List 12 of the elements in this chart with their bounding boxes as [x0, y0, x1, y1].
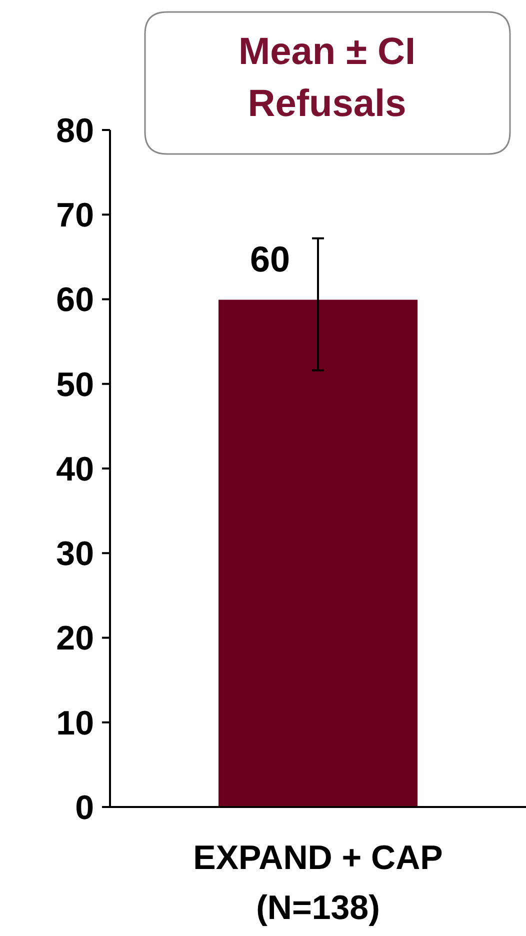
y-tick-label: 0	[75, 788, 94, 827]
y-tick-label: 10	[56, 704, 94, 742]
y-tick-label: 60	[56, 281, 94, 320]
x-tick-label: EXPAND + CAP (N=138)	[193, 839, 443, 927]
y-tick-label: 40	[56, 450, 94, 488]
y-tick-label: 20	[56, 620, 94, 658]
y-tick-label: 50	[56, 366, 94, 404]
y-tick-label: 30	[56, 535, 94, 574]
chart-title: Mean ± CI Refusals	[238, 31, 416, 125]
y-tick-label: 80	[56, 112, 94, 150]
y-tick-label: 70	[56, 196, 94, 235]
data-label: 60	[250, 238, 290, 280]
